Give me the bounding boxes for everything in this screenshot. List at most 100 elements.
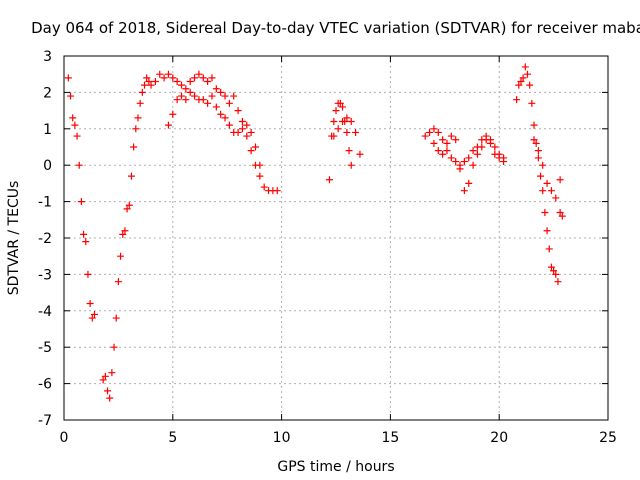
- data-point: [169, 74, 177, 82]
- data-point: [469, 161, 477, 169]
- x-tick-label: 20: [490, 430, 508, 446]
- data-point: [347, 118, 355, 126]
- data-point: [339, 118, 347, 126]
- data-point: [234, 128, 242, 136]
- data-point: [530, 136, 538, 144]
- data-point: [199, 74, 207, 82]
- data-point: [256, 172, 264, 180]
- data-point: [491, 150, 499, 158]
- data-point: [64, 74, 72, 82]
- data-point: [517, 77, 525, 85]
- data-point: [426, 128, 434, 136]
- data-point: [134, 114, 142, 122]
- data-point: [178, 92, 186, 100]
- data-point: [343, 128, 351, 136]
- series-pass-7: [430, 132, 508, 195]
- data-point: [523, 70, 531, 78]
- data-point: [556, 176, 564, 184]
- data-point: [519, 74, 527, 82]
- series-pass-4: [325, 99, 355, 184]
- y-tick-label: -4: [38, 304, 52, 320]
- data-point: [191, 74, 199, 82]
- data-point: [127, 172, 135, 180]
- data-point: [169, 110, 177, 118]
- data-point: [217, 110, 225, 118]
- y-tick-label: -1: [38, 195, 52, 211]
- data-point: [469, 147, 477, 155]
- series-pass-9: [530, 136, 564, 202]
- data-point: [204, 77, 212, 85]
- data-point: [339, 103, 347, 111]
- data-point: [225, 121, 233, 129]
- y-tick-label: 0: [43, 158, 52, 174]
- axis-ticks: 0 5 10 15 20 25 -7 -6 -5 -4 -3 -2 -1 0 1 2 3: [38, 49, 617, 446]
- data-point: [136, 99, 144, 107]
- data-point: [173, 77, 181, 85]
- data-point: [482, 136, 490, 144]
- data-point: [212, 85, 220, 93]
- data-point: [521, 63, 529, 71]
- data-point: [164, 121, 172, 129]
- data-point: [552, 194, 560, 202]
- data-point: [465, 154, 473, 162]
- data-point: [145, 77, 153, 85]
- data-point: [491, 143, 499, 151]
- data-points: [64, 63, 566, 402]
- data-point: [130, 143, 138, 151]
- data-point: [84, 270, 92, 278]
- data-point: [247, 147, 255, 155]
- data-point: [67, 92, 75, 100]
- data-point: [347, 161, 355, 169]
- y-tick-label: 2: [43, 85, 52, 101]
- series-pass-5: [330, 114, 364, 158]
- data-point: [204, 99, 212, 107]
- data-point: [452, 158, 460, 166]
- data-point: [273, 187, 281, 195]
- data-point: [73, 132, 81, 140]
- data-point: [256, 161, 264, 169]
- data-point: [212, 103, 220, 111]
- data-point: [243, 132, 251, 140]
- data-point: [260, 183, 268, 191]
- data-point: [82, 238, 90, 246]
- data-point: [515, 81, 523, 89]
- data-point: [221, 114, 229, 122]
- data-point: [217, 88, 225, 96]
- data-point: [106, 394, 114, 402]
- data-point: [460, 187, 468, 195]
- data-point: [123, 205, 131, 213]
- data-point: [325, 176, 333, 184]
- x-tick-label: 25: [599, 430, 617, 446]
- data-point: [101, 372, 109, 380]
- series-pass-1: [64, 74, 98, 322]
- data-point: [114, 278, 122, 286]
- data-point: [234, 107, 242, 115]
- data-point: [541, 209, 549, 217]
- data-point: [334, 125, 342, 133]
- y-tick-label: -5: [38, 340, 52, 356]
- data-point: [71, 121, 79, 129]
- data-point: [530, 121, 538, 129]
- data-point: [500, 158, 508, 166]
- grid: [64, 56, 608, 420]
- data-point: [164, 70, 172, 78]
- data-point: [69, 114, 77, 122]
- data-point: [90, 310, 98, 318]
- data-point: [141, 81, 149, 89]
- data-point: [539, 161, 547, 169]
- data-point: [238, 118, 246, 126]
- data-point: [534, 154, 542, 162]
- data-point: [125, 201, 133, 209]
- data-point: [147, 81, 155, 89]
- data-point: [332, 107, 340, 115]
- data-point: [486, 139, 494, 147]
- data-point: [336, 99, 344, 107]
- data-point: [247, 128, 255, 136]
- y-tick-label: 3: [43, 49, 52, 65]
- data-point: [173, 96, 181, 104]
- data-point: [473, 150, 481, 158]
- data-point: [526, 81, 534, 89]
- series-pass-8: [513, 63, 566, 286]
- y-tick-label: 1: [43, 122, 52, 138]
- data-point: [356, 150, 364, 158]
